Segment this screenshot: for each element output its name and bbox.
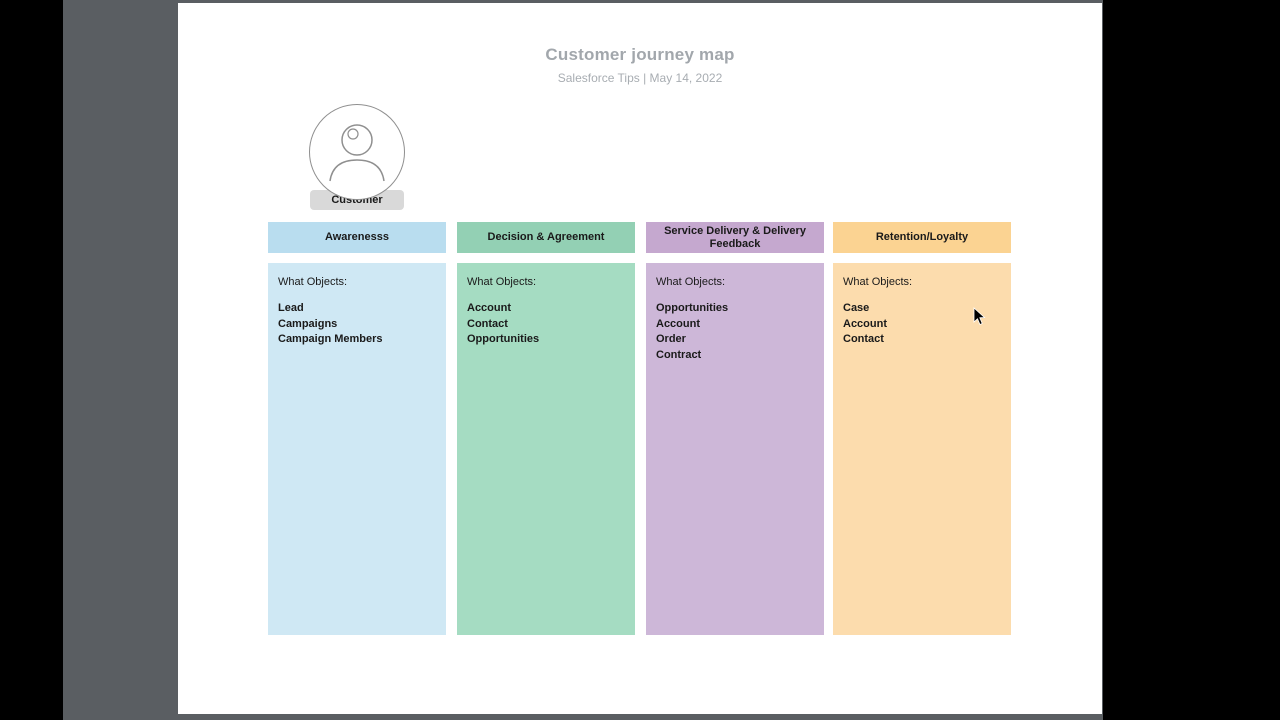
- objects-label: What Objects:: [656, 276, 726, 288]
- object-list: Account Contact Opportunities: [467, 301, 625, 348]
- object-list: Case Account Contact: [843, 301, 1001, 348]
- mouse-cursor: [973, 307, 986, 326]
- object-item: Opportunities: [656, 302, 729, 314]
- column-body-retention: What Objects: Case Account Contact: [833, 263, 1011, 635]
- page-title: Customer journey map: [545, 45, 735, 64]
- column-header-awareness: Awarenesss: [268, 222, 446, 253]
- customer-avatar: [309, 104, 405, 200]
- app-background: Customer journey map Salesforce Tips | M…: [63, 0, 1103, 720]
- object-item: Opportunities: [467, 333, 540, 345]
- object-item: Case: [843, 302, 870, 314]
- objects-label: What Objects:: [467, 276, 537, 288]
- page-subtitle: Salesforce Tips | May 14, 2022: [557, 71, 723, 85]
- object-item: Lead: [278, 302, 304, 314]
- column-header-decision: Decision & Agreement: [457, 222, 635, 253]
- person-icon: [329, 124, 385, 182]
- column-header-service-delivery: Service Delivery & Delivery Feedback: [646, 222, 824, 253]
- objects-label: What Objects:: [843, 276, 913, 288]
- object-item: Contract: [656, 348, 702, 361]
- object-item: Campaigns: [278, 317, 338, 330]
- object-item: Account: [843, 317, 887, 330]
- object-item: Campaign Members: [278, 333, 383, 345]
- objects-label: What Objects:: [278, 276, 348, 288]
- object-item: Account: [467, 302, 511, 314]
- canvas-page: Customer journey map Salesforce Tips | M…: [178, 3, 1102, 714]
- object-item: Account: [656, 317, 700, 330]
- object-list: Lead Campaigns Campaign Members: [278, 301, 436, 348]
- object-list: Opportunities Account Order Contract: [656, 301, 814, 363]
- column-body-awareness: What Objects: Lead Campaigns Campaign Me…: [268, 263, 446, 635]
- object-item: Order: [656, 333, 686, 345]
- column-body-decision: What Objects: Account Contact Opportunit…: [457, 263, 635, 635]
- object-item: Contact: [843, 333, 884, 345]
- column-body-service-delivery: What Objects: Opportunities Account Orde…: [646, 263, 824, 635]
- object-item: Contact: [467, 317, 508, 330]
- column-header-retention: Retention/Loyalty: [833, 222, 1011, 253]
